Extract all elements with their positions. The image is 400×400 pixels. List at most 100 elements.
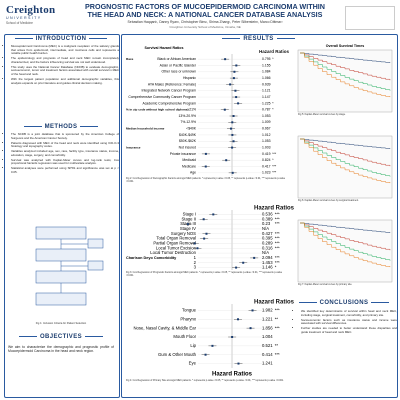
hr-value: 0.521 — [262, 343, 273, 348]
row-label: Lip — [190, 343, 196, 348]
logo: Creighton UNIVERSITY School of Medicine — [6, 4, 76, 25]
bullet-list: We identified key determinants of surviv… — [296, 309, 397, 336]
hr-value: 1.856 — [262, 325, 273, 330]
hr-value: 0.795 — [262, 57, 271, 61]
hr-marker — [235, 64, 238, 67]
flow-box — [87, 260, 104, 271]
row-label: Medicare — [182, 164, 196, 168]
hr-marker — [229, 83, 232, 86]
hr-value: 1.155 — [262, 63, 271, 67]
row-label: Other race or unknown — [162, 70, 197, 74]
hr-value: N/A — [262, 226, 269, 231]
km-curve — [300, 52, 391, 91]
hr-marker — [211, 344, 214, 347]
flow-box — [87, 238, 104, 249]
significance: *** — [275, 325, 280, 330]
poster-title: PROGNOSTIC FACTORS OF MUCOEPIDERMOID CAR… — [85, 2, 325, 19]
hr-marker — [229, 127, 232, 130]
bullet: Survival was analyzed with Kaplan-Meier … — [11, 158, 119, 166]
row-label: AYA Males (Reference: Female) — [148, 82, 196, 86]
hr-marker — [193, 242, 196, 245]
hr-marker — [232, 115, 235, 117]
row-label: $40K-$49K — [179, 133, 197, 137]
significance: *** — [275, 260, 280, 265]
row-group: Insurance — [126, 145, 141, 149]
row-label: Stage IV — [180, 226, 196, 231]
km-curve — [300, 52, 391, 98]
bullet: Socioeconomic factors such as insurance … — [301, 318, 397, 326]
figure-caption: Fig 3: Cox Regression of Prognostic Fact… — [126, 271, 283, 277]
hr-marker — [251, 309, 254, 312]
bullet-list: Mucoepidermoid Carcinoma (MEC) is a mali… — [6, 44, 119, 87]
row-label: Gum & Other Mouth — [158, 352, 197, 357]
hr-marker — [231, 133, 234, 136]
row-label: 1 — [194, 255, 197, 260]
hr-value: 1.066 — [262, 76, 271, 80]
hr-marker — [204, 165, 207, 168]
figure-caption: Fig 4: Cox Regression of Primary Site am… — [126, 379, 284, 382]
significance: *** — [275, 255, 280, 260]
hr-value: 1.053 — [262, 114, 271, 118]
hr-value: 0.289 — [262, 241, 273, 246]
row-label: Hispanic — [183, 76, 196, 80]
km-curve — [300, 222, 391, 261]
significance: *** — [272, 152, 277, 156]
row-label: $50K-$62K — [179, 139, 197, 143]
row-label: Not insured — [179, 145, 196, 149]
row-label: 2 — [194, 260, 197, 265]
row-label: Comprehensive Community Cancer Program — [128, 95, 196, 99]
figure-caption: Fig 1: Inclusion Criteria for Patient Se… — [35, 322, 87, 325]
figure-caption: Fig 7: Kaplan-Meier survival curves by p… — [298, 283, 353, 286]
bullet: Variables analyzed included age, sex, ra… — [11, 149, 119, 157]
bullet: We identified key determinants of surviv… — [301, 309, 397, 317]
km-curve — [300, 52, 391, 63]
row-label: Tongue — [182, 308, 197, 313]
hr-value: 1.084 — [262, 70, 271, 74]
row-label: Black or African American — [157, 57, 196, 61]
hr-value: 0.427 — [262, 231, 273, 236]
hr-marker — [186, 223, 189, 226]
hr-value: 1.012 — [262, 133, 271, 137]
plot-header: Hazard Ratios — [254, 206, 295, 212]
row-label: Integrated Network Cancer Program — [142, 89, 197, 93]
significance: ** — [275, 343, 279, 348]
hr-marker — [237, 102, 240, 105]
hr-marker — [232, 77, 235, 80]
km-curve — [300, 52, 391, 81]
logo-text: Creighton — [6, 4, 56, 16]
hr-marker — [242, 261, 245, 264]
significance: *** — [275, 236, 280, 241]
hr-marker — [205, 232, 208, 235]
row-label: 13%-20.9% — [178, 114, 196, 118]
hr-value: 0.967 — [262, 127, 271, 131]
hr-marker — [212, 213, 215, 216]
flowchart — [35, 226, 104, 306]
row-group: Charlson Deyo Comorbidity — [126, 256, 177, 260]
hr-marker — [224, 58, 227, 61]
plot-title: Overall Survival Times — [326, 44, 365, 48]
hr-value: 2.094 — [262, 255, 273, 260]
hr-marker — [204, 152, 207, 155]
section-heading: RESULTS — [121, 36, 396, 42]
row-label: ≥21% — [187, 108, 196, 112]
hr-marker — [231, 171, 234, 174]
plot-title: Survival Hazard Ratios — [145, 46, 184, 50]
section-heading: OBJECTIVES — [4, 334, 118, 340]
row-label: Asian or Pacific Islander — [160, 63, 197, 67]
significance: * — [272, 101, 274, 105]
km-curve — [300, 222, 391, 251]
bullet: The epidemiology and prognosis of head a… — [11, 56, 119, 64]
hr-marker — [249, 327, 252, 330]
hr-marker — [233, 70, 236, 73]
bullet: With the largest patient population and … — [11, 77, 119, 85]
hr-value: 1.241 — [262, 361, 273, 366]
hr-marker — [235, 266, 238, 269]
hr-value: 1.121 — [262, 89, 271, 93]
hr-value: 0.787 — [262, 108, 271, 112]
hr-value: 0.417 — [262, 164, 271, 168]
km-curve — [300, 138, 391, 149]
hr-marker — [203, 237, 206, 240]
objectives-text: We aim to characterize the demographic a… — [8, 345, 114, 354]
bullet: The NCDB is a joint database that is spo… — [11, 132, 119, 140]
